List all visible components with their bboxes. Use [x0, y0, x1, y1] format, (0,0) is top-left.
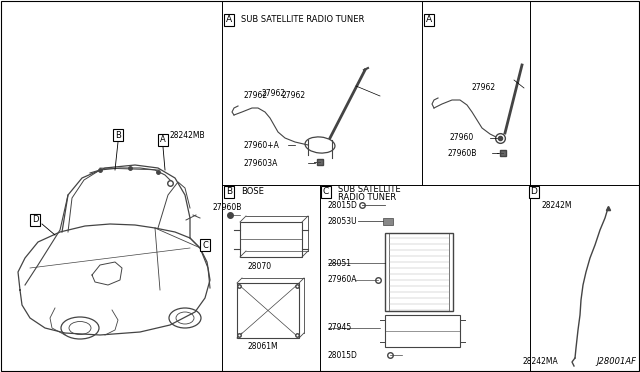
Text: 27960B: 27960B — [448, 148, 477, 157]
Bar — [240, 222, 302, 257]
Text: SUB SATELLITE RADIO TUNER: SUB SATELLITE RADIO TUNER — [241, 16, 364, 25]
Bar — [385, 233, 453, 311]
Text: C: C — [202, 241, 208, 250]
Bar — [385, 315, 460, 347]
Bar — [237, 283, 299, 338]
Text: 28053U: 28053U — [328, 217, 358, 225]
Text: 27960A: 27960A — [328, 276, 358, 285]
Text: 27960B: 27960B — [212, 203, 242, 212]
Text: A: A — [226, 16, 232, 25]
Text: 28051: 28051 — [328, 259, 352, 267]
Text: 27962: 27962 — [471, 83, 495, 93]
Text: 28061M: 28061M — [248, 342, 278, 351]
Text: RADIO TUNER: RADIO TUNER — [338, 192, 396, 202]
Text: 27962: 27962 — [282, 92, 306, 100]
Text: 28070: 28070 — [248, 262, 272, 271]
Text: D: D — [531, 187, 538, 196]
Text: B: B — [226, 187, 232, 196]
Text: J28001AF: J28001AF — [596, 357, 636, 366]
Text: 27960: 27960 — [450, 134, 474, 142]
Text: 28015D: 28015D — [328, 201, 358, 209]
Text: 279603A: 279603A — [244, 158, 278, 167]
Text: 27945: 27945 — [328, 324, 352, 333]
Text: 28015D: 28015D — [328, 350, 358, 359]
Text: 28242M: 28242M — [541, 201, 572, 209]
Bar — [383, 218, 393, 225]
Text: 28242MA: 28242MA — [522, 357, 558, 366]
Text: 27962: 27962 — [262, 89, 286, 97]
Text: C: C — [323, 187, 329, 196]
Text: B: B — [115, 131, 121, 140]
Text: SUB SATELLITE: SUB SATELLITE — [338, 185, 401, 193]
Text: 27960+A: 27960+A — [244, 141, 280, 150]
Text: D: D — [32, 215, 38, 224]
Text: BOSE: BOSE — [241, 187, 264, 196]
Text: 28242MB: 28242MB — [170, 131, 205, 140]
Text: 27962: 27962 — [244, 92, 268, 100]
Text: A: A — [426, 16, 432, 25]
Text: A: A — [160, 135, 166, 144]
